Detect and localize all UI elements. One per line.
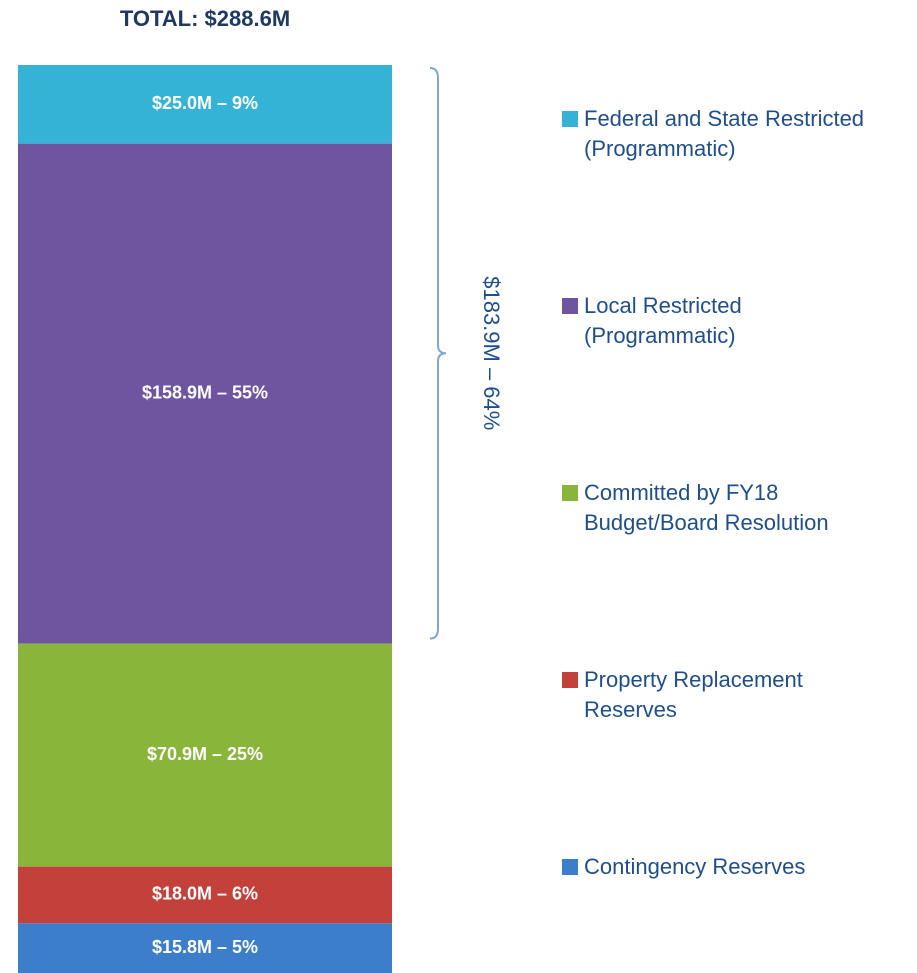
data-label: $70.9M – 25% bbox=[147, 744, 263, 764]
data-label: $15.8M – 5% bbox=[152, 937, 258, 957]
bar-segment bbox=[18, 643, 392, 867]
legend-item: Contingency Reserves bbox=[562, 852, 902, 882]
legend-item: Local Restricted (Programmatic) bbox=[562, 291, 902, 351]
legend-label: Contingency Reserves bbox=[584, 854, 806, 879]
data-label: $18.0M – 6% bbox=[152, 884, 258, 904]
legend-label: Committed by FY18 Budget/Board Resolutio… bbox=[584, 480, 829, 535]
annotation: $183.9M – 64% bbox=[479, 276, 504, 430]
legend-label: Federal and State Restricted (Programmat… bbox=[584, 106, 865, 161]
bracket bbox=[429, 67, 447, 640]
data-label: $158.9M – 55% bbox=[142, 382, 268, 402]
bar-segment bbox=[18, 923, 392, 973]
legend-label: Local Restricted (Programmatic) bbox=[584, 293, 742, 348]
bar-segment bbox=[18, 65, 392, 144]
data-label: $25.0M – 9% bbox=[152, 93, 258, 113]
legend-swatch bbox=[562, 485, 578, 501]
legend-swatch bbox=[562, 298, 578, 314]
legend-label: Property Replacement Reserves bbox=[584, 667, 803, 722]
legend-item: Property Replacement Reserves bbox=[562, 665, 902, 725]
legend-swatch bbox=[562, 859, 578, 875]
chart-title: TOTAL: $288.6M bbox=[120, 6, 290, 31]
bar-segment bbox=[18, 866, 392, 924]
legend-item: Federal and State Restricted (Programmat… bbox=[562, 104, 902, 164]
legend-item: Committed by FY18 Budget/Board Resolutio… bbox=[562, 478, 902, 538]
legend-swatch bbox=[562, 111, 578, 127]
bar-segment bbox=[18, 143, 392, 644]
legend-swatch bbox=[562, 672, 578, 688]
